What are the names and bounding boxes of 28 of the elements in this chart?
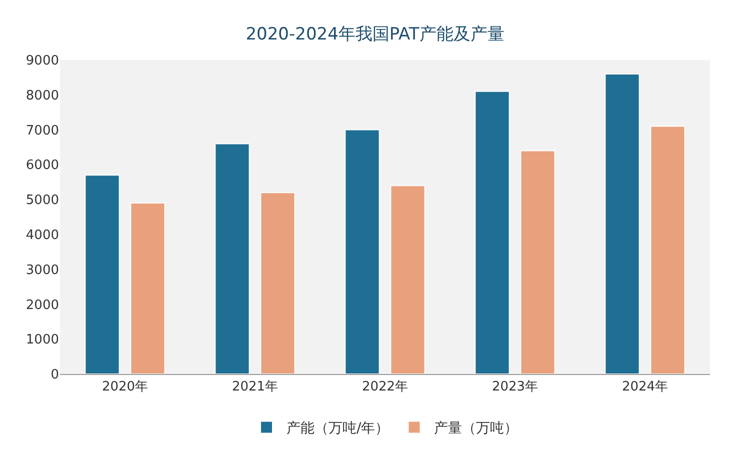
bar — [604, 73, 640, 374]
x-tick-label: 2021年 — [232, 380, 278, 395]
bar — [650, 126, 686, 374]
bar — [214, 143, 250, 374]
bar — [84, 174, 120, 374]
y-tick-label: 4000 — [26, 228, 59, 243]
y-tick-label: 5000 — [26, 193, 59, 208]
x-tick-label: 2024年 — [622, 380, 668, 395]
x-tick-label: 2020年 — [102, 380, 148, 395]
bar — [520, 150, 556, 374]
y-tick-label: 7000 — [26, 123, 59, 138]
bar — [344, 129, 380, 374]
y-tick-label: 2000 — [26, 298, 59, 313]
x-tick-label: 2022年 — [362, 380, 408, 395]
bar — [260, 192, 296, 374]
y-tick-label: 1000 — [26, 332, 59, 348]
legend-label: 产量（万吨） — [434, 420, 518, 437]
chart-title: 2020-2024年我国PAT产能及产量 — [246, 24, 504, 44]
y-tick-label: 8000 — [26, 88, 59, 104]
y-tick-label: 6000 — [26, 158, 59, 174]
y-tick-label: 0 — [50, 368, 59, 383]
legend-label: 产能（万吨/年） — [286, 420, 390, 437]
y-tick-label: 9000 — [26, 54, 59, 69]
bar — [390, 185, 426, 374]
y-tick-label: 3000 — [26, 262, 59, 278]
bar — [130, 202, 166, 374]
bar — [474, 90, 510, 374]
x-tick-label: 2023年 — [492, 380, 538, 395]
